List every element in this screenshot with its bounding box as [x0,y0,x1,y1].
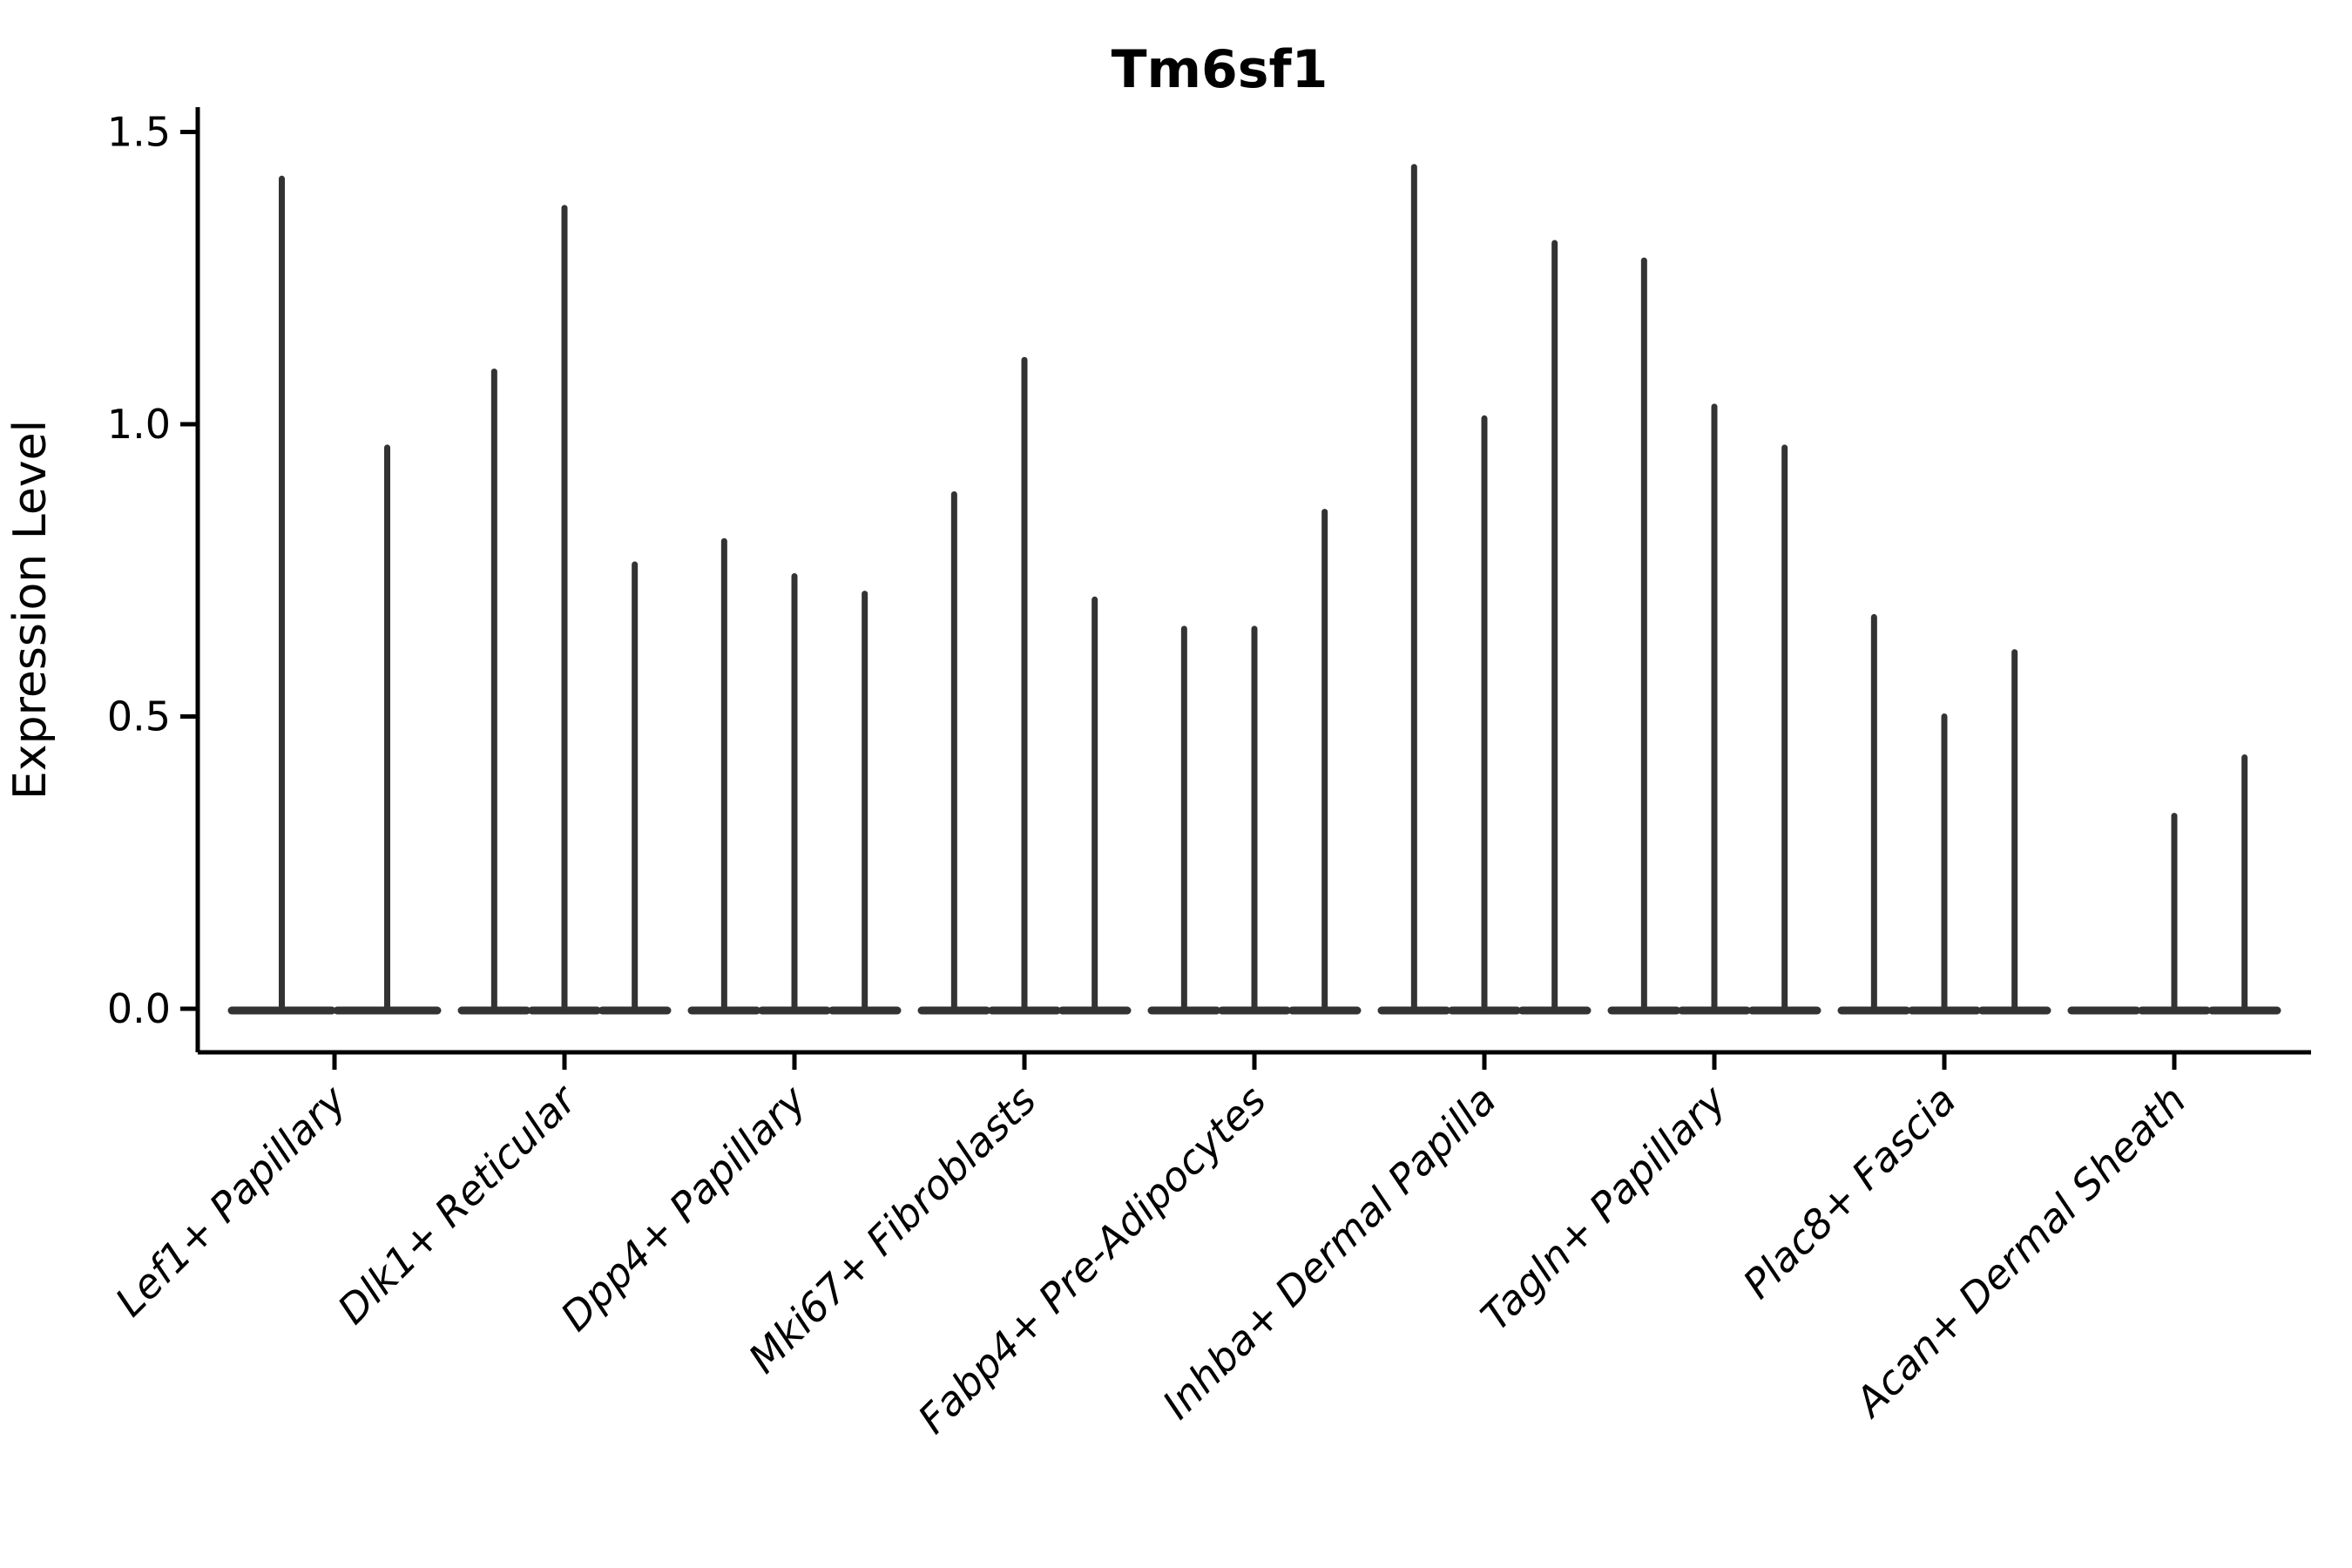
plot-title: Tm6sf1 [1112,39,1328,100]
x-tick-label: Dpp4+ Papillary [551,1076,815,1340]
y-tick-label: 0.5 [107,693,171,740]
x-tick-label: Lef1+ Papillary [106,1076,355,1325]
x-tick-label: Dlk1+ Reticular [328,1074,587,1333]
y-tick-label: 1.5 [107,109,171,156]
y-tick-label: 0.0 [107,985,171,1032]
x-tick-label: Plac8+ Fascia [1734,1077,1964,1308]
y-tick-label: 1.0 [107,401,171,448]
x-tick-label: Tagln+ Papillary [1471,1076,1735,1340]
y-axis-label: Expression Level [4,420,57,800]
